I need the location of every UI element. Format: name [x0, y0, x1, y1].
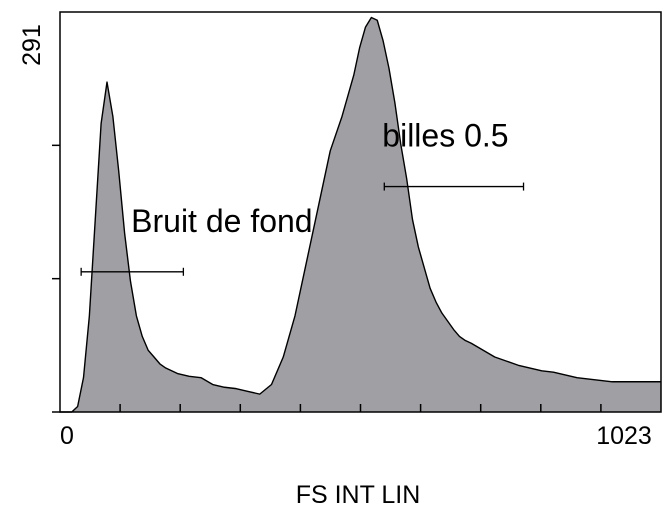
y-tick-label-max: 291	[18, 24, 46, 66]
axis-ticks	[52, 144, 602, 413]
gates: Bruit de fond billes 0.5	[80, 118, 525, 276]
histogram-fill	[60, 17, 661, 412]
histogram-line	[60, 16, 661, 413]
plot-area	[60, 16, 661, 413]
gate-label: Bruit de fond	[131, 203, 312, 239]
x-tick-label-max: 1023	[596, 422, 652, 450]
gate-label: billes 0.5	[382, 118, 508, 154]
x-axis-label: FS INT LIN	[296, 481, 421, 507]
x-tick-label-min: 0	[60, 422, 74, 450]
